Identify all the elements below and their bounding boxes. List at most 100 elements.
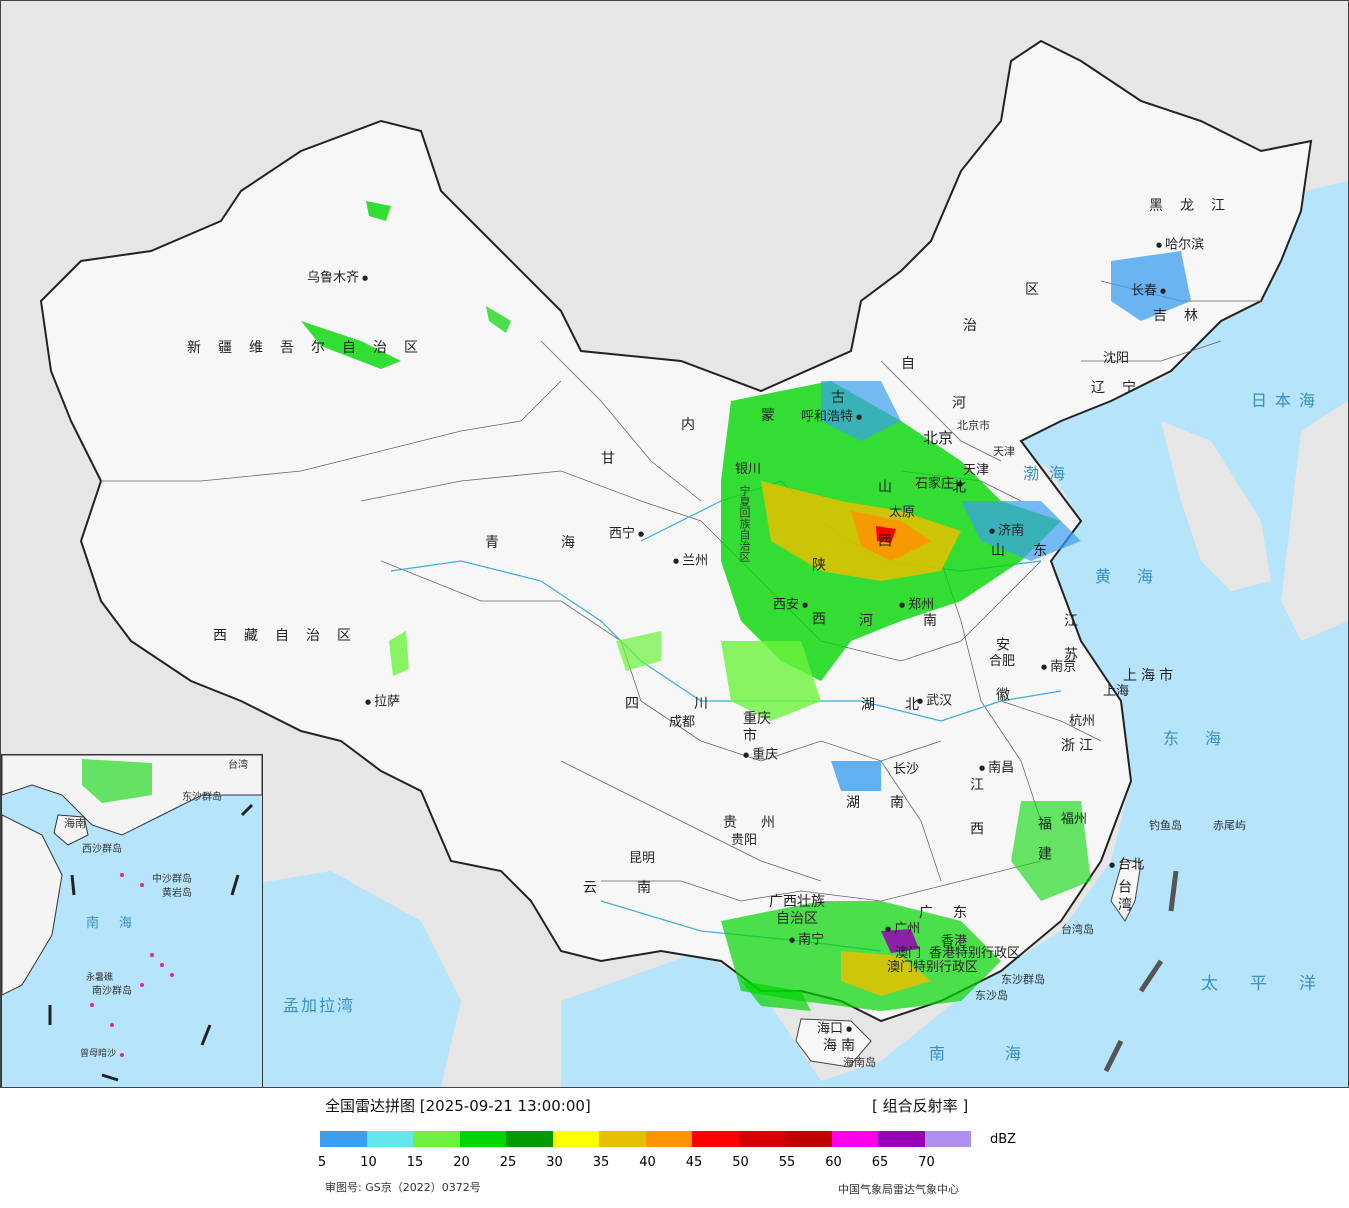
city-lhasa: 拉萨 [365,695,400,710]
province-sichuan: 四川 [625,696,763,712]
legend-title: 全国雷达拼图 [2025-09-21 13:00:00] [325,1097,591,1115]
province-qinghai: 青海 [485,535,637,551]
legend-tick-label: 20 [453,1155,470,1170]
legend-approval: 审图号: GS京（2022）0372号 [325,1181,481,1194]
south-china-sea-inset: 海南 西沙群岛 中沙群岛 黄岩岛 南海 南沙群岛 曾母暗沙 永暑礁 台湾 东沙群… [1,754,263,1087]
city-urumqi: 乌鲁木齐 [307,271,368,286]
china-landmass [39,39,1313,1023]
legend-swatch [413,1131,460,1147]
city-nanchang: 南昌 [979,761,1014,776]
inset-nanhai-label: 南海 [86,916,153,931]
province-xinjiang: 新疆维吾尔自治区 [187,340,435,356]
legend-tick-label: 15 [406,1155,424,1170]
city-xining: 西宁 [609,527,644,542]
province-hainan: 海南 [823,1038,859,1054]
city-changsha: 长沙 [893,762,920,777]
province-xizang: 西藏自治区 [213,628,368,644]
echo-xinjiang-green-1 [301,321,401,369]
province-neimenggu-5: 治 [963,318,994,334]
city-hohhot: 呼和浩特 [801,410,862,425]
city-zhengzhou: 郑州 [899,598,934,613]
city-wuhan: 武汉 [917,694,952,709]
city-nanning: 南宁 [789,933,824,948]
province-taiwan: 台湾 [1116,879,1132,915]
city-taipei: 台北 [1109,858,1144,873]
province-anhui: 安徽 [994,637,1010,737]
inset-hainan-label: 海南 [64,817,86,830]
city-kunming: 昆明 [629,851,656,866]
echo-fujian-green [1011,801,1091,901]
province-neimenggu: 内 [681,417,712,433]
echo-south-yellow [841,951,931,996]
province-yunnan: 云南 [583,880,691,896]
legend-tick-label: 35 [592,1155,610,1170]
city-shijiazhuang: 石家庄 [915,477,963,492]
province-tianjin: 天津 [993,445,1015,458]
province-liaoning: 辽宁 [1091,380,1153,396]
legend-swatch [785,1131,832,1147]
legend-tick-label: 25 [499,1155,517,1170]
inset-canvas [2,755,262,1082]
city-taiyuan: 太原 [889,505,916,520]
province-jiangxi: 江西 [968,777,984,865]
province-hongkong: 香港特别行政区 [929,946,1021,961]
province-shanxi: 山西 [876,479,892,587]
sea-bengal-label: 孟加拉湾 [283,996,356,1015]
echo-xinjiang-green-2 [366,201,391,221]
legend-swatch [738,1131,785,1147]
inset-zengmu-label: 曾母暗沙 [80,1049,117,1059]
echo-sichuan-green [721,641,821,721]
echo-hainan-green [741,981,811,1011]
province-fujian: 福建 [1036,816,1052,876]
legend-source: 中国气象局雷达气象中心 [838,1183,959,1196]
city-changchun: 长春 [1131,284,1166,299]
province-jilin: 吉林 [1153,308,1215,324]
sea-pacific-label: 太平洋 [1201,974,1348,994]
province-hubei: 湖北 [861,697,949,713]
echo-qinghai-green [616,631,661,671]
province-neimenggu-4: 自 [901,356,932,372]
legend-swatch [320,1131,367,1147]
legend-swatch [924,1131,971,1147]
city-tianjin: 天津 [963,463,990,478]
city-chongqing: 重庆 [743,748,778,763]
inset-xisha-label: 西沙群岛 [82,844,122,855]
city-guangzhou: 广州 [885,922,920,937]
inset-huangyan-label: 黄岩岛 [162,888,192,899]
inset-dash-line [48,803,254,1082]
city-hongkong: 香港 [941,934,968,949]
province-zhejiang: 浙江 [1061,738,1097,754]
legend-swatch [459,1131,506,1147]
inset-hainan [53,814,89,846]
city-haikou: 海口 [817,1022,852,1037]
legend-tick-label: 5 [317,1155,327,1170]
hainan-island [795,1018,872,1068]
land-korea [1161,421,1271,591]
city-harbin: 哈尔滨 [1156,238,1204,253]
province-heilongjiang: 黑龙江 [1149,198,1242,214]
island-hainan-island: 海南岛 [843,1056,876,1069]
legend-tick-label: 60 [825,1155,842,1170]
legend-tick-label: 55 [778,1155,796,1170]
city-lanzhou: 兰州 [673,554,708,569]
legend-swatch [552,1131,599,1147]
city-hangzhou: 杭州 [1069,714,1096,729]
legend-color-bar [320,1131,971,1147]
inset-echo [82,759,152,803]
inset-zhongsha-label: 中沙群岛 [152,874,192,885]
legend-swatch [692,1131,739,1147]
legend-swatch [599,1131,646,1147]
city-yinchuan: 银川 [735,462,762,477]
province-neimenggu-6: 区 [1025,282,1056,298]
city-chengdu: 成都 [669,715,696,730]
legend-swatch [878,1131,925,1147]
province-gansu: 甘 [601,451,632,467]
city-guiyang: 贵阳 [731,833,758,848]
island-taiwan-island: 台湾岛 [1061,923,1094,936]
legend-tick-label: 40 [639,1155,656,1170]
legend-product: [ 组合反射率 ] [872,1097,969,1115]
inset-indochina [2,814,63,996]
province-shaanxi: 陕西 [810,557,826,665]
legend-tick-label: 30 [546,1155,563,1170]
inset-nansha-label: 南沙群岛 [92,986,132,997]
